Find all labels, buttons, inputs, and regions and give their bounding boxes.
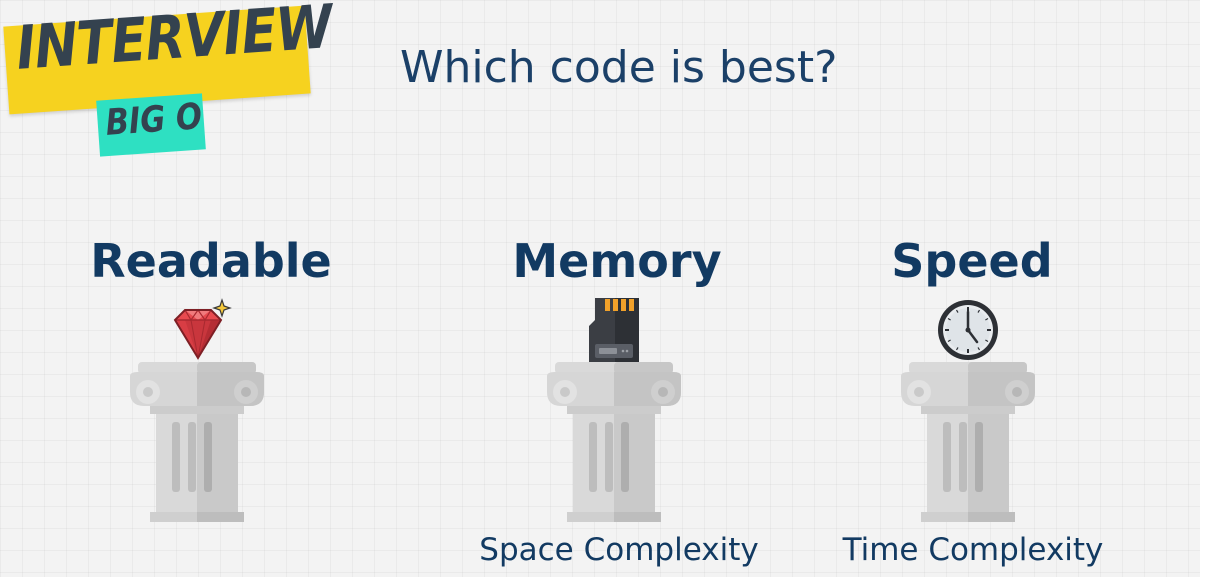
clock-icon (938, 300, 998, 360)
big-o-badge-label: BIG O (104, 96, 204, 144)
pillar-speed-subtitle: Time Complexity (842, 532, 1104, 568)
pillar-readable-label: Readable (90, 234, 332, 288)
pillar-speed (901, 362, 1035, 522)
right-edge-strip (1200, 0, 1214, 577)
pillar-readable (130, 362, 264, 522)
memory-card-icon (589, 298, 639, 362)
pillar-memory-subtitle: Space Complexity (479, 532, 759, 568)
pillar-memory-label: Memory (512, 234, 722, 288)
pillar-speed-label: Speed (891, 234, 1053, 288)
pillar-memory (547, 362, 681, 522)
gem-icon (173, 298, 232, 360)
page-title: Which code is best? (400, 42, 838, 93)
